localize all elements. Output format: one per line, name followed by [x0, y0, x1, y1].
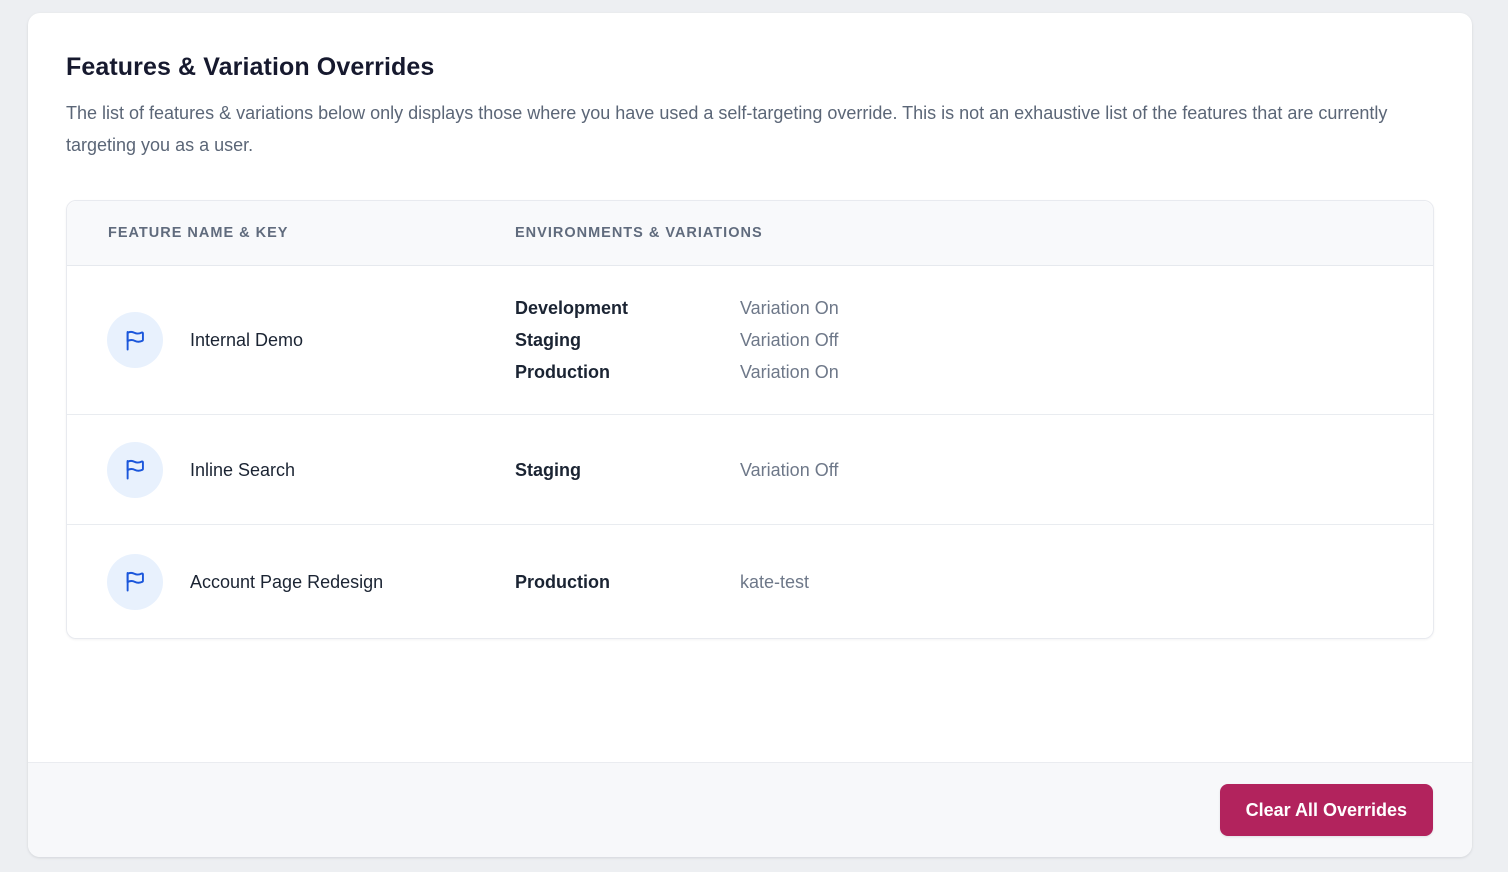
card-footer: Clear All Overrides: [28, 762, 1472, 857]
feature-cell: Account Page Redesign: [67, 553, 515, 610]
variation-value: kate-test: [740, 571, 810, 592]
table-header-row: FEATURE NAME & KEY ENVIRONMENTS & VARIAT…: [67, 201, 1433, 266]
variation-values: Variation Off: [740, 454, 1433, 486]
page-description: The list of features & variations below …: [66, 103, 1388, 155]
variation-values: Variation On Variation Off Variation On: [740, 292, 1433, 388]
flag-icon: [107, 441, 163, 498]
variation-value: Variation Off: [740, 330, 839, 350]
flag-icon: [107, 312, 163, 368]
card-body: Features & Variation Overrides The list …: [28, 13, 1472, 762]
environment-names: Staging: [515, 454, 740, 486]
variation-values: kate-test: [740, 566, 1433, 598]
column-header-feature-name: FEATURE NAME & KEY: [108, 225, 289, 241]
environment-name: Production: [515, 362, 610, 382]
table-row: Inline Search Staging Variation Off: [67, 414, 1433, 524]
variation-value: Variation On: [740, 298, 839, 318]
page-title: Features & Variation Overrides: [66, 53, 435, 81]
environment-name: Staging: [515, 330, 581, 350]
table-row: Internal Demo Development Staging Produc…: [67, 266, 1433, 414]
feature-cell: Internal Demo: [67, 312, 515, 368]
feature-name: Account Page Redesign: [190, 571, 384, 592]
variation-value: Variation On: [740, 362, 839, 382]
environment-names: Development Staging Production: [515, 292, 740, 388]
feature-name: Inline Search: [190, 459, 296, 480]
environment-name: Development: [515, 298, 629, 318]
overrides-table: FEATURE NAME & KEY ENVIRONMENTS & VARIAT…: [66, 200, 1434, 639]
flag-icon: [107, 553, 163, 610]
variation-value: Variation Off: [740, 459, 839, 480]
environment-name: Staging: [515, 459, 581, 480]
environment-names: Production: [515, 566, 740, 598]
feature-name: Internal Demo: [190, 330, 304, 350]
feature-cell: Inline Search: [67, 441, 515, 498]
overrides-card: Features & Variation Overrides The list …: [28, 13, 1472, 857]
column-header-environments: ENVIRONMENTS & VARIATIONS: [515, 225, 763, 241]
clear-all-overrides-button[interactable]: Clear All Overrides: [1219, 784, 1433, 836]
environment-name: Production: [515, 571, 610, 592]
table-row: Account Page Redesign Production kate-te…: [67, 524, 1433, 638]
